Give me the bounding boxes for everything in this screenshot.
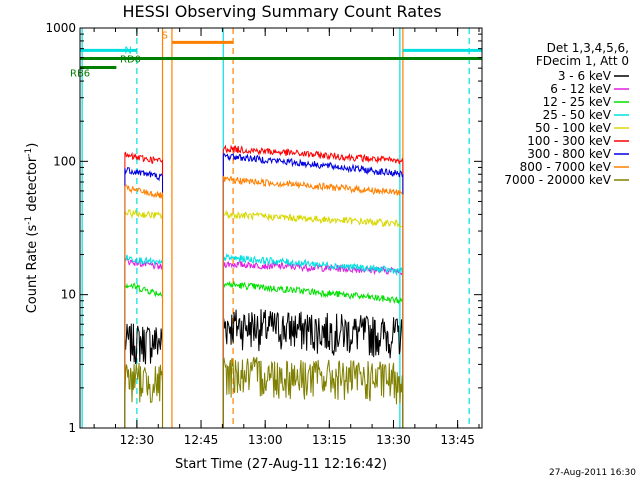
series-trace-6-seg-0 bbox=[124, 166, 163, 428]
series-trace-5-seg-0 bbox=[124, 151, 163, 428]
y-axis-label-mid: detector bbox=[25, 156, 40, 216]
series-trace-5-seg-1 bbox=[222, 144, 404, 428]
flag-label-rd0: RD0 bbox=[120, 55, 141, 66]
x-tick-label-2: 13:00 bbox=[248, 433, 283, 447]
series-trace-7-seg-0 bbox=[124, 184, 163, 428]
x-tick-label-3: 13:15 bbox=[312, 433, 347, 447]
legend-label-8: 7000 - 20000 keV bbox=[504, 173, 611, 187]
series-trace-0-seg-1 bbox=[222, 309, 404, 428]
legend-label-5: 100 - 300 keV bbox=[527, 134, 611, 148]
series-trace-3-seg-0 bbox=[124, 254, 163, 428]
series-trace-8-seg-0 bbox=[124, 362, 163, 428]
legend-label-2: 12 - 25 keV bbox=[543, 95, 612, 109]
series-trace-1-seg-1 bbox=[222, 260, 404, 428]
series-trace-4-seg-1 bbox=[222, 209, 404, 428]
series-trace-8-seg-1 bbox=[222, 356, 404, 428]
legend-label-4: 50 - 100 keV bbox=[535, 121, 612, 135]
flag-label-n: N bbox=[124, 45, 131, 56]
legend-label-3: 25 - 50 keV bbox=[543, 108, 612, 122]
x-tick-label-0: 12:30 bbox=[120, 433, 155, 447]
flag-label-s: S bbox=[162, 30, 168, 41]
plot-timestamp: 27-Aug-2011 16:30 bbox=[549, 468, 636, 478]
legend-label-7: 800 - 7000 keV bbox=[520, 160, 612, 174]
series-trace-3-seg-1 bbox=[222, 252, 404, 428]
series-trace-2-seg-0 bbox=[124, 282, 163, 428]
legend: Det 1,3,4,5,6, FDecim 1, Att 0 3 - 6 keV… bbox=[504, 41, 629, 187]
y-tick-label-3: 1000 bbox=[45, 21, 76, 35]
legend-header-line-2: FDecim 1, Att 0 bbox=[536, 54, 629, 68]
y-axis-label: Count Rate (s-1 detector-1) bbox=[24, 143, 40, 314]
y-axis-label-sup1: -1 bbox=[24, 216, 34, 225]
series-trace-7-seg-1 bbox=[222, 175, 404, 428]
plot-frame bbox=[79, 27, 483, 429]
y-tick-label-0: 1 bbox=[68, 421, 76, 435]
series-trace-0-seg-0 bbox=[124, 323, 163, 428]
legend-header-line-1: Det 1,3,4,5,6, bbox=[547, 41, 629, 55]
legend-label-6: 300 - 800 keV bbox=[527, 147, 611, 161]
y-tick-label-1: 10 bbox=[61, 288, 76, 302]
series-trace-2-seg-1 bbox=[222, 280, 404, 428]
series-trace-6-seg-1 bbox=[222, 152, 404, 428]
x-axis-label: Start Time (27-Aug-11 12:16:42) bbox=[175, 457, 387, 472]
y-tick-label-2: 100 bbox=[53, 154, 76, 168]
y-axis-label-end: ) bbox=[25, 143, 40, 148]
y-axis-label-main: Count Rate (s bbox=[25, 225, 40, 314]
x-tick-label-4: 13:30 bbox=[376, 433, 411, 447]
x-tick-label-1: 12:45 bbox=[184, 433, 219, 447]
axis-layer: 12:30 12:45 13:00 13:15 13:30 13:45 1 10 100 1000 bbox=[45, 21, 482, 447]
series-trace-1-seg-0 bbox=[124, 258, 163, 428]
x-tick-label-5: 13:45 bbox=[440, 433, 475, 447]
chart-title: HESSI Observing Summary Count Rates bbox=[122, 2, 441, 21]
series-trace-4-seg-0 bbox=[124, 208, 163, 428]
y-axis-label-sup2: -1 bbox=[24, 148, 34, 157]
legend-label-0: 3 - 6 keV bbox=[558, 69, 612, 83]
legend-label-1: 6 - 12 keV bbox=[550, 82, 612, 96]
